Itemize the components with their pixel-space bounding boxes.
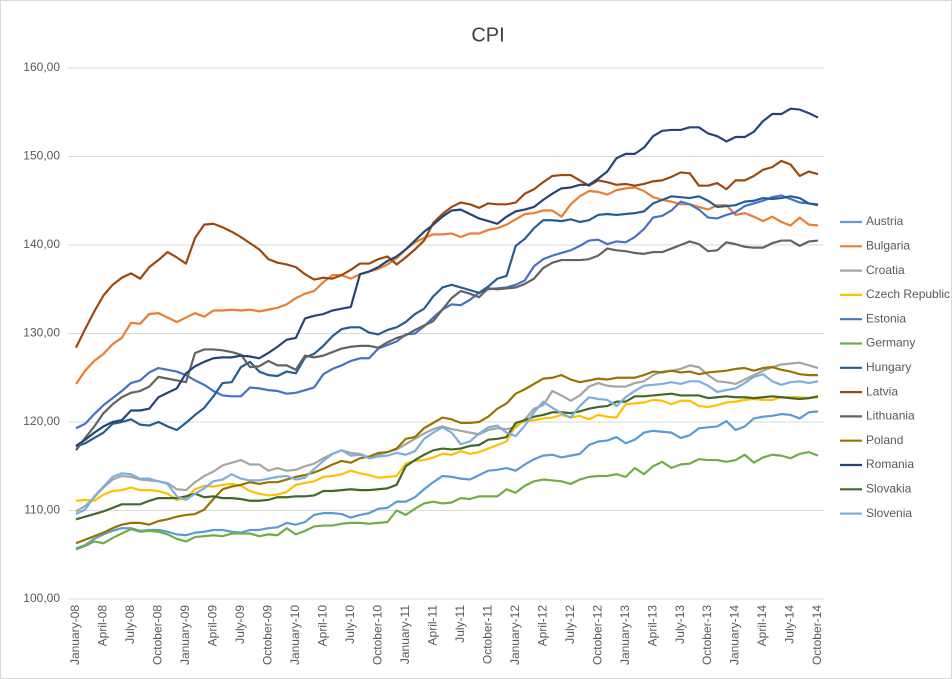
- legend-label: Latvia: [866, 384, 898, 398]
- x-tick-label: January-11: [398, 605, 412, 664]
- x-tick-label: April-14: [755, 605, 769, 647]
- series-line: [75, 194, 819, 430]
- series-line: [75, 361, 819, 513]
- chart-title: CPI: [471, 24, 504, 46]
- y-tick-label: 150,00: [23, 149, 60, 163]
- legend-label: Slovenia: [866, 506, 912, 520]
- x-tick-label: January-12: [508, 605, 522, 665]
- y-tick-label: 100,00: [23, 591, 60, 605]
- y-tick-label: 130,00: [23, 326, 60, 340]
- legend-label: Romania: [866, 457, 914, 471]
- x-tick-label: January-10: [288, 605, 302, 665]
- x-tick-label: July-12: [563, 605, 577, 644]
- series-line: [75, 450, 819, 551]
- series-line: [75, 239, 819, 451]
- series-line: [75, 366, 818, 545]
- series-line: [75, 392, 819, 521]
- x-tick-label: October-11: [480, 605, 494, 664]
- series-line: [75, 195, 819, 448]
- y-tick-label: 140,00: [23, 237, 60, 251]
- legend-label: Slovakia: [866, 481, 912, 495]
- x-tick-label: January-14: [728, 605, 742, 665]
- x-tick-label: October-10: [370, 605, 384, 665]
- series-line: [75, 186, 819, 385]
- legend-label: Hungary: [866, 360, 911, 374]
- legend-label: Estonia: [866, 311, 906, 325]
- series-line: [75, 159, 819, 349]
- x-tick-label: April-08: [96, 605, 110, 647]
- x-tick-label: April-12: [535, 605, 549, 647]
- x-tick-label: April-11: [425, 605, 439, 646]
- x-tick-label: July-13: [673, 605, 687, 644]
- series-line: [75, 396, 819, 502]
- legend-label: Lithuania: [866, 409, 915, 423]
- x-tick-label: October-12: [590, 605, 604, 665]
- x-tick-label: October-08: [151, 605, 165, 665]
- legend-label: Austria: [866, 214, 904, 228]
- legend-label: Czech Republic: [866, 287, 950, 301]
- y-tick-label: 120,00: [23, 414, 60, 428]
- x-tick-label: July-09: [233, 605, 247, 644]
- x-tick-label: April-10: [316, 605, 330, 647]
- legend-label: Germany: [866, 336, 915, 350]
- x-tick-label: January-09: [178, 605, 192, 665]
- legend-label: Bulgaria: [866, 238, 910, 252]
- y-tick-label: 160,00: [23, 60, 60, 74]
- x-tick-label: October-14: [810, 605, 824, 665]
- series-line: [75, 410, 819, 550]
- x-tick-label: July-14: [783, 605, 797, 644]
- series-line: [75, 107, 819, 447]
- legend-label: Poland: [866, 433, 903, 447]
- y-tick-label: 110,00: [24, 503, 60, 517]
- x-tick-label: October-13: [700, 605, 714, 665]
- x-tick-label: January-13: [618, 605, 632, 665]
- x-tick-label: July-08: [123, 605, 137, 644]
- legend-label: Croatia: [866, 263, 905, 277]
- series-line: [75, 373, 819, 516]
- x-tick-label: October-09: [261, 605, 275, 665]
- x-tick-label: April-09: [206, 605, 220, 647]
- x-tick-label: January-08: [68, 605, 82, 665]
- x-tick-label: July-11: [453, 605, 467, 643]
- x-tick-label: July-10: [343, 605, 357, 644]
- x-tick-label: April-13: [645, 605, 659, 647]
